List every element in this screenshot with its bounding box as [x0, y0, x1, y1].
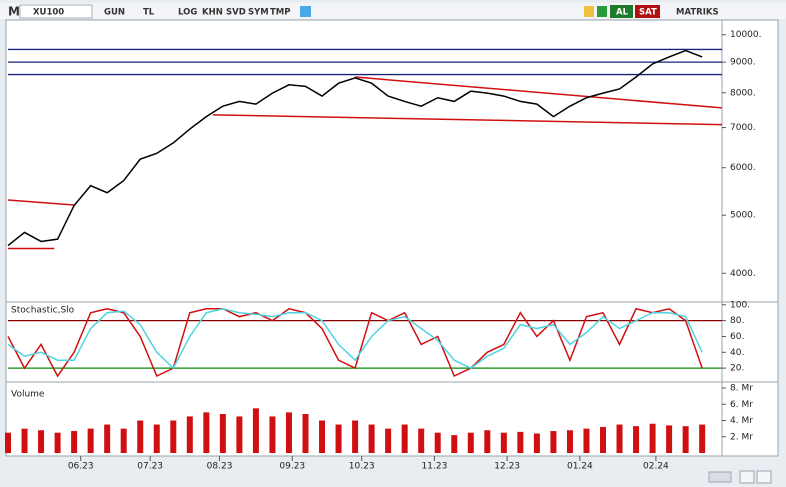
sell-label[interactable]: SAT: [639, 8, 657, 18]
volume-bar: [186, 416, 193, 453]
volume-bar: [550, 431, 557, 453]
volume-bar: [269, 416, 276, 453]
period-button[interactable]: GUN: [104, 8, 125, 18]
volume-bar: [616, 424, 623, 453]
volume-bar: [484, 430, 491, 453]
volume-bar: [467, 432, 474, 453]
y-tick-label: 8000.: [730, 88, 756, 98]
x-tick-label: 06.23: [68, 462, 94, 472]
series-line: [7, 307, 703, 370]
x-tick-label: 07.23: [137, 462, 163, 472]
volume-bar: [104, 424, 111, 453]
volume-bar: [335, 424, 342, 453]
volume-bar: [434, 432, 441, 453]
chart-area: [5, 19, 779, 457]
volume-bar: [600, 427, 606, 453]
volume-bar: [120, 428, 127, 453]
volume-bar: [203, 412, 210, 453]
volume-bar: [5, 432, 11, 453]
refresh-icon[interactable]: [597, 6, 607, 17]
y-tick-label: 4. Mr: [730, 416, 753, 426]
y-tick-label: 60.: [730, 332, 744, 342]
x-tick-label: 10.23: [349, 462, 375, 472]
volume-bar: [236, 416, 243, 453]
volume-bar: [352, 420, 359, 453]
volume-bar: [170, 420, 177, 453]
y-tick-label: 80.: [730, 316, 744, 326]
toolbar-button[interactable]: TMP: [270, 8, 291, 18]
symbol-box[interactable]: [19, 4, 93, 19]
volume-bar: [401, 424, 408, 453]
pane-title: Volume: [11, 390, 45, 400]
series-line: [7, 307, 703, 378]
volume-bar: [54, 432, 61, 453]
volume-bar: [666, 425, 673, 453]
trendline: [212, 114, 723, 126]
trendline: [355, 76, 723, 109]
volume-bar: [451, 435, 458, 453]
pane-title: Stochastic,Slo: [11, 306, 75, 316]
volume-bar: [302, 414, 309, 453]
volume-bar: [285, 412, 292, 453]
twitter-icon[interactable]: [300, 6, 311, 17]
volume-bar: [21, 428, 28, 453]
toolbar-button[interactable]: LOG: [178, 8, 197, 18]
volume-bar: [252, 408, 259, 453]
y-tick-label: 10000.: [730, 30, 762, 40]
scroll-left[interactable]: [739, 470, 755, 484]
volume-bar: [319, 420, 326, 453]
symbol[interactable]: XU100: [33, 8, 64, 18]
y-tick-label: 7000.: [730, 123, 756, 133]
volume-bar: [682, 426, 689, 453]
y-tick-label: 5000.: [730, 211, 756, 221]
volume-bar: [87, 428, 94, 453]
volume-bar: [137, 420, 144, 453]
y-tick-label: 100.: [730, 300, 750, 310]
sell-button[interactable]: [635, 5, 660, 18]
y-tick-label: 8. Mr: [730, 384, 753, 394]
volume-bar: [219, 414, 226, 453]
volume-bar: [418, 428, 425, 453]
toolbar-button[interactable]: SVD: [226, 8, 246, 18]
scroll-right[interactable]: [756, 470, 772, 484]
y-tick-label: 2. Mr: [730, 432, 753, 442]
x-tick-label: 09.23: [279, 462, 305, 472]
volume-bar: [533, 433, 540, 453]
volume-bar: [566, 430, 573, 453]
logo[interactable]: M: [8, 5, 20, 19]
brand: MATRIKS: [676, 8, 719, 18]
volume-bar: [517, 431, 524, 453]
scrollbar[interactable]: [708, 471, 732, 483]
series-line: [7, 49, 703, 247]
buy-label[interactable]: AL: [616, 8, 629, 18]
y-tick-label: 6000.: [730, 163, 756, 173]
volume-bar: [500, 432, 507, 453]
buy-button[interactable]: [610, 5, 633, 18]
x-tick-label: 08.23: [207, 462, 233, 472]
volume-bar: [649, 423, 656, 453]
currency-button[interactable]: TL: [143, 8, 155, 18]
x-tick-label: 12.23: [494, 462, 520, 472]
y-tick-label: 40.: [730, 348, 744, 358]
lock-icon[interactable]: [584, 6, 594, 17]
toolbar-button[interactable]: SYM: [248, 8, 269, 18]
volume-bar: [583, 428, 590, 453]
y-tick-label: 4000.: [730, 269, 756, 279]
volume-bar: [633, 426, 640, 453]
y-tick-label: 6. Mr: [730, 400, 753, 410]
volume-bar: [153, 424, 160, 453]
y-tick-label: 9000.: [730, 58, 756, 68]
y-tick-label: 20.: [730, 364, 744, 374]
trendline: [7, 199, 75, 206]
volume-bar: [71, 431, 78, 453]
x-tick-label: 11.23: [422, 462, 448, 472]
volume-bar: [368, 424, 375, 453]
volume-bar: [38, 430, 45, 453]
toolbar-button[interactable]: KHN: [202, 8, 223, 18]
volume-bar: [699, 424, 706, 453]
x-tick-label: 02.24: [643, 462, 669, 472]
volume-bar: [385, 428, 392, 453]
x-tick-label: 01.24: [567, 462, 593, 472]
